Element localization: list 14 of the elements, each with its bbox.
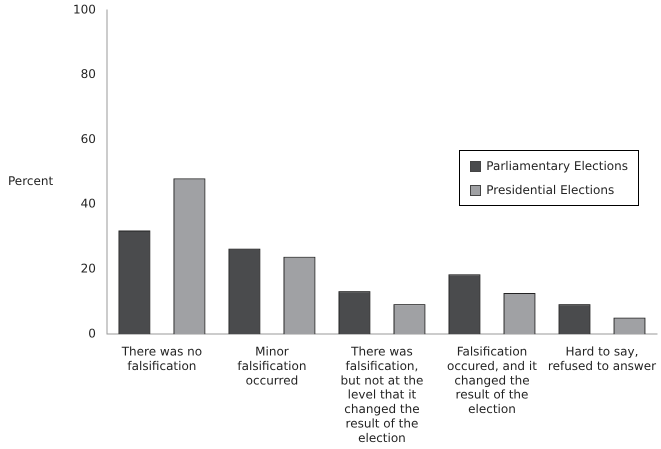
x-tick-label: Hard to say, refused to answer <box>548 344 656 373</box>
y-tick-label: 0 <box>88 326 96 340</box>
legend-label: Presidential Elections <box>486 183 614 197</box>
y-tick-label: 100 <box>73 2 96 16</box>
x-tick-label: Falsification occured, and it changed the result of the election <box>447 344 538 416</box>
y-axis-title: Percent <box>8 174 54 188</box>
y-tick-label: 60 <box>80 132 96 146</box>
x-tick-label: There was falsification, but not at the level that it changed the result of the election <box>340 344 424 445</box>
y-tick-label: 20 <box>80 262 96 276</box>
y-tick-label: 80 <box>80 67 96 82</box>
legend-label: Parliamentary Elections <box>486 159 628 173</box>
x-tick-label: There was no falsification <box>120 344 202 373</box>
x-tick-label: Minor falsification occurred <box>237 344 306 388</box>
y-tick-label: 40 <box>80 196 96 211</box>
